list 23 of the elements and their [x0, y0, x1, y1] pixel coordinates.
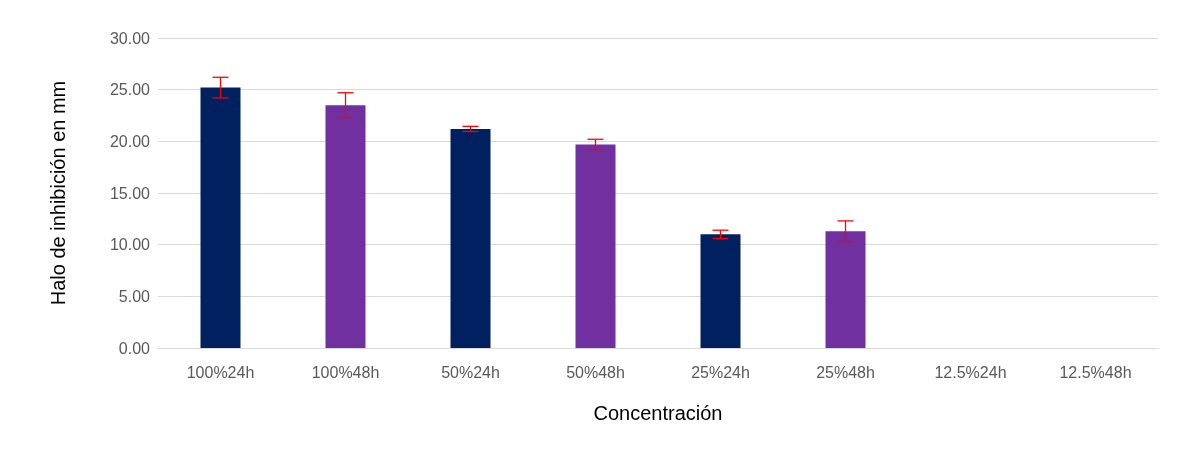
y-tick-label: 20.00	[109, 132, 151, 150]
y-tick-label: 15.00	[109, 184, 151, 202]
x-tick-label: 50%48h	[566, 363, 625, 381]
bar	[825, 231, 866, 348]
bar	[575, 144, 616, 348]
y-tick-label: 30.00	[109, 29, 151, 47]
y-tick-label: 0.00	[118, 339, 151, 357]
x-tick-label: 25%48h	[816, 363, 875, 381]
bar	[200, 87, 241, 348]
x-tick-label: 25%24h	[691, 363, 750, 381]
y-tick-label: 25.00	[109, 81, 151, 99]
bar	[325, 105, 366, 348]
bar	[700, 234, 741, 348]
x-tick-label: 12.5%24h	[934, 363, 1007, 381]
x-tick-label: 50%24h	[441, 363, 500, 381]
x-tick-label: 100%48h	[311, 363, 380, 381]
y-tick-label: 5.00	[118, 287, 151, 305]
y-tick-label: 10.00	[109, 236, 151, 254]
x-axis-title: Concentración	[593, 402, 723, 424]
x-tick-label: 12.5%48h	[1059, 363, 1132, 381]
y-axis-title: Halo de inhibición en mm	[47, 80, 69, 306]
x-tick-label: 100%24h	[186, 363, 255, 381]
bar	[450, 128, 491, 348]
